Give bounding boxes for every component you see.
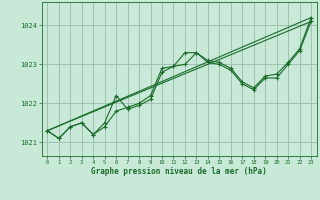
X-axis label: Graphe pression niveau de la mer (hPa): Graphe pression niveau de la mer (hPa) [91, 167, 267, 176]
